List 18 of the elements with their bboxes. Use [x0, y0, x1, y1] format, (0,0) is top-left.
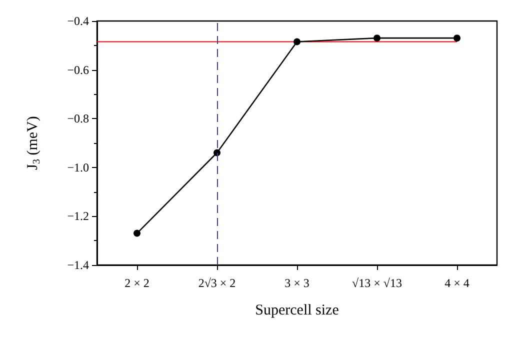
y-tick-label: −1.4 — [67, 258, 89, 272]
y-tick-label: −1.0 — [67, 160, 89, 174]
point — [454, 34, 460, 42]
x-tick-label: 3 × 3 — [284, 276, 310, 290]
point — [374, 34, 380, 42]
point — [294, 38, 300, 46]
x-axis-title: Supercell size — [255, 302, 340, 318]
x-tick-label: 2 × 2 — [124, 276, 150, 290]
point — [214, 149, 220, 156]
y-axis-title: J3 (meV) — [25, 116, 42, 170]
x-tick-label: 4 × 4 — [444, 276, 470, 290]
y-tick-label: −1.2 — [67, 209, 89, 224]
x-tick-label: √13 × √13 — [352, 276, 402, 290]
y-tick-label: −0.4 — [67, 14, 89, 28]
y-tick-label: −0.8 — [67, 112, 89, 126]
y-tick-label: −0.6 — [67, 62, 89, 77]
point — [134, 230, 140, 237]
x-tick-label: 2√3 × 2 — [198, 276, 236, 290]
